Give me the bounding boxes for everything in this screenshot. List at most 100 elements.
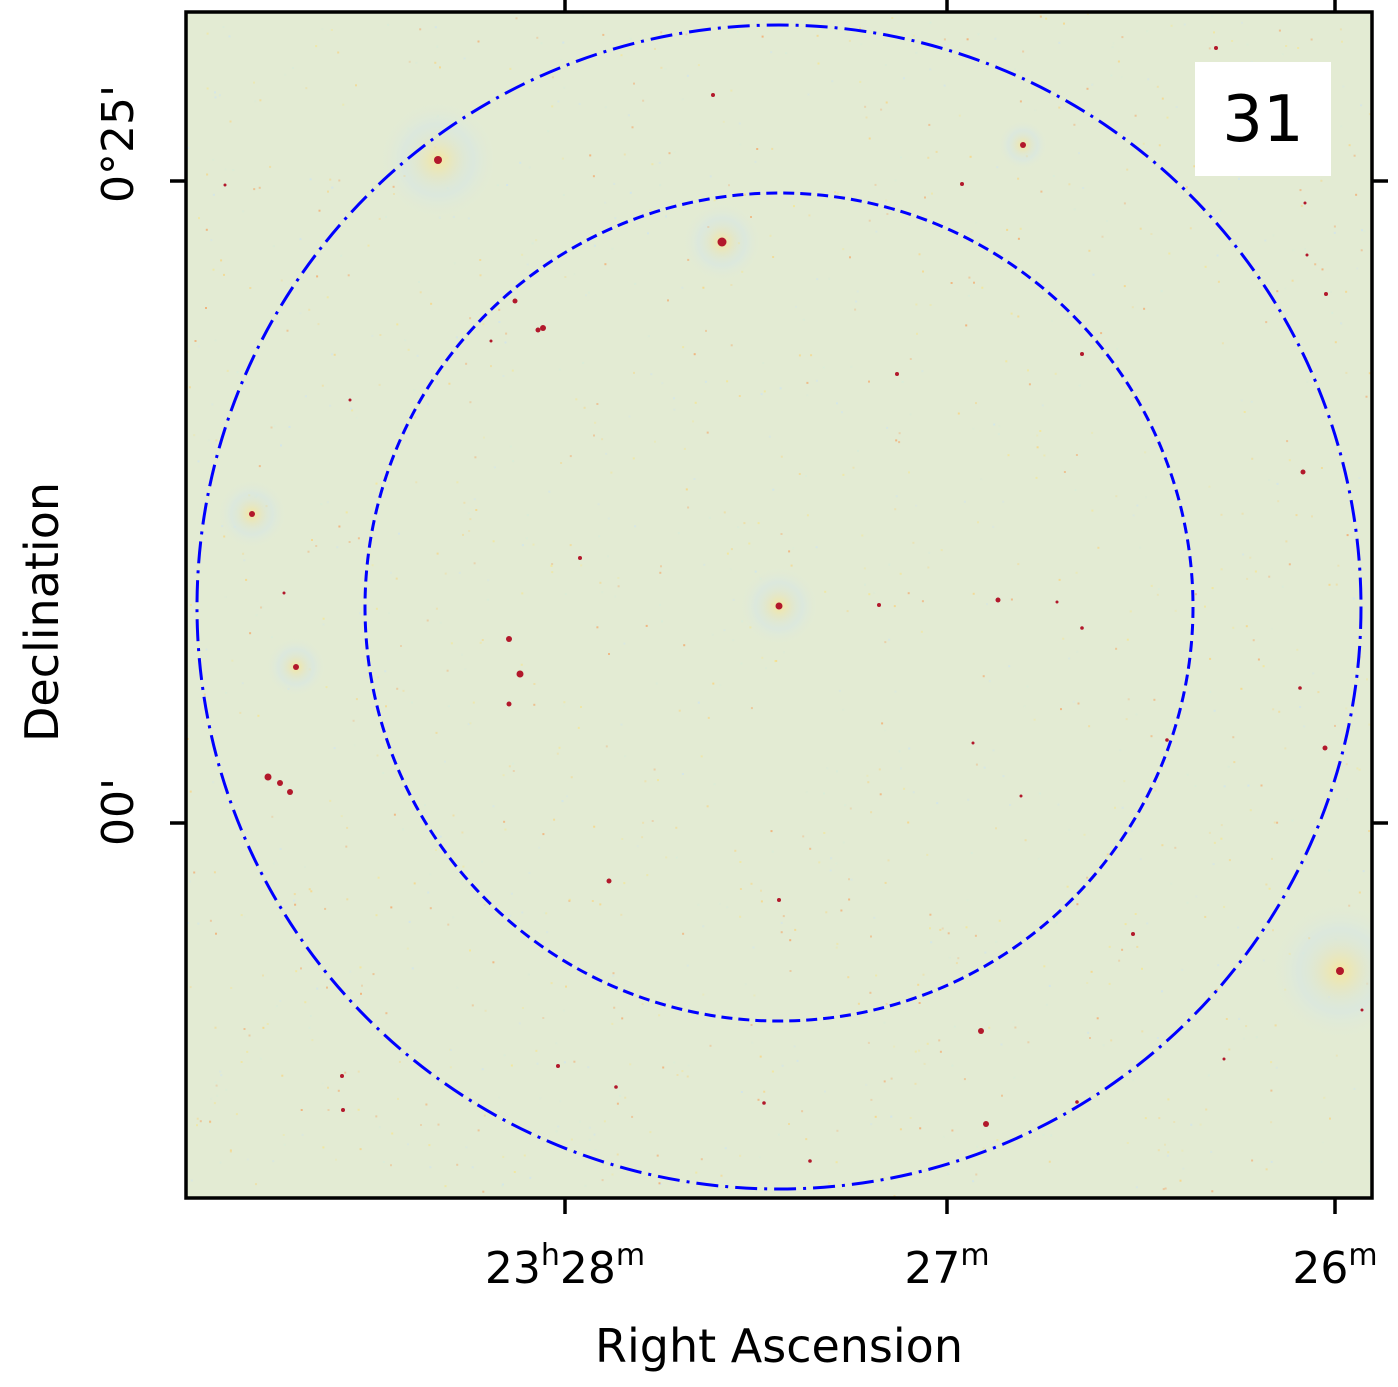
noise-pixel (1157, 1149, 1160, 1152)
noise-pixel (761, 35, 764, 38)
noise-pixel (1340, 322, 1343, 325)
noise-pixel (830, 857, 833, 860)
noise-pixel (1321, 268, 1324, 271)
radio-source (1222, 1057, 1226, 1061)
noise-pixel (723, 511, 726, 514)
noise-pixel (1066, 885, 1069, 888)
noise-pixel (1131, 829, 1133, 832)
noise-pixel (651, 820, 654, 822)
noise-pixel (1265, 1168, 1268, 1171)
noise-pixel (1311, 515, 1313, 518)
noise-pixel (1088, 249, 1091, 252)
noise-pixel (805, 475, 807, 477)
noise-pixel (368, 675, 371, 678)
noise-pixel (411, 967, 414, 970)
noise-pixel (599, 581, 602, 584)
noise-pixel (279, 848, 282, 850)
noise-pixel (1036, 434, 1039, 437)
radio-source (1214, 46, 1218, 50)
noise-pixel (1010, 1133, 1012, 1136)
noise-pixel (555, 1042, 558, 1045)
noise-pixel (692, 420, 694, 423)
noise-pixel (895, 495, 898, 498)
noise-pixel (694, 401, 697, 404)
noise-pixel (529, 1176, 532, 1179)
noise-pixel (1146, 30, 1149, 33)
noise-pixel (864, 105, 867, 108)
noise-pixel (631, 1115, 634, 1118)
noise-pixel (930, 941, 933, 944)
noise-pixel (703, 563, 706, 566)
noise-pixel (623, 642, 626, 645)
noise-pixel (427, 403, 429, 406)
noise-pixel (347, 274, 350, 277)
radio-source (340, 1074, 344, 1078)
noise-pixel (943, 84, 946, 87)
noise-pixel (996, 1139, 999, 1142)
noise-pixel (318, 209, 321, 212)
noise-pixel (914, 1082, 917, 1085)
noise-pixel (756, 148, 759, 150)
noise-pixel (215, 439, 218, 442)
noise-pixel (398, 1060, 401, 1063)
noise-pixel (402, 689, 405, 692)
noise-pixel (1125, 718, 1128, 721)
noise-pixel (836, 770, 838, 773)
noise-pixel (976, 1145, 979, 1148)
noise-pixel (861, 534, 864, 537)
noise-pixel (1087, 1031, 1090, 1034)
noise-pixel (1164, 1187, 1167, 1190)
noise-pixel (879, 793, 882, 796)
noise-pixel (894, 179, 897, 182)
noise-pixel (523, 1154, 526, 1157)
noise-pixel (997, 433, 1000, 436)
noise-pixel (1193, 165, 1196, 168)
noise-pixel (1211, 15, 1214, 18)
noise-pixel (836, 942, 839, 945)
noise-pixel (453, 262, 456, 265)
noise-pixel (463, 57, 466, 60)
noise-pixel (189, 880, 191, 883)
noise-pixel (582, 361, 585, 364)
noise-pixel (477, 40, 480, 43)
noise-pixel (921, 370, 924, 373)
noise-pixel (855, 300, 858, 303)
noise-pixel (300, 1109, 303, 1111)
noise-pixel (624, 755, 627, 758)
noise-pixel (601, 1179, 604, 1182)
noise-pixel (728, 184, 730, 187)
noise-pixel (654, 47, 656, 50)
noise-pixel (213, 871, 216, 874)
noise-pixel (835, 862, 838, 865)
noise-pixel (1113, 842, 1116, 845)
noise-pixel (1237, 926, 1240, 929)
noise-pixel (792, 547, 795, 550)
noise-pixel (1247, 784, 1250, 787)
noise-pixel (209, 919, 212, 922)
noise-pixel (376, 754, 379, 757)
noise-pixel (982, 675, 985, 678)
noise-pixel (1300, 204, 1303, 207)
noise-pixel (1216, 254, 1219, 257)
noise-pixel (564, 276, 567, 278)
noise-pixel (1296, 648, 1299, 651)
noise-pixel (1368, 372, 1371, 375)
noise-pixel (1341, 40, 1343, 43)
noise-pixel (988, 1026, 991, 1029)
noise-pixel (240, 1061, 243, 1063)
noise-pixel (738, 395, 741, 397)
noise-pixel (304, 395, 307, 398)
noise-pixel (429, 873, 432, 876)
noise-pixel (243, 1028, 246, 1030)
noise-pixel (970, 230, 973, 233)
noise-pixel (893, 1195, 896, 1198)
sky-image (186, 12, 1372, 1198)
noise-pixel (273, 424, 276, 427)
noise-pixel (1023, 705, 1026, 708)
noise-pixel (583, 406, 586, 409)
noise-pixel (884, 641, 887, 644)
noise-pixel (375, 607, 378, 610)
noise-pixel (1043, 454, 1046, 457)
noise-pixel (1000, 1043, 1003, 1046)
noise-pixel (1356, 767, 1359, 770)
